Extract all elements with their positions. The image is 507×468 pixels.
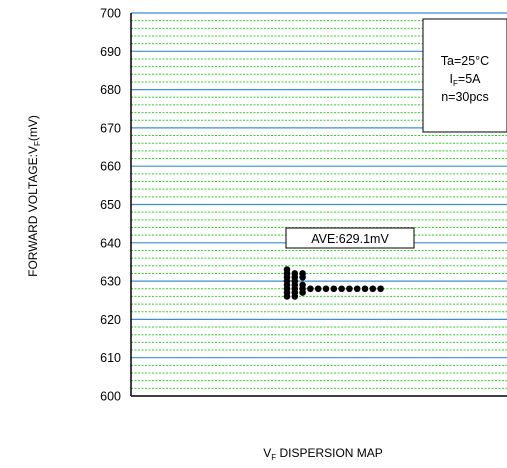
average-box: AVE:629.1mV xyxy=(285,227,415,249)
conditions-box: Ta=25°C IF=5A n=30pcs xyxy=(422,18,507,133)
x-axis-label-rest: DISPERSION MAP xyxy=(276,446,383,460)
y-tick-label: 680 xyxy=(100,83,121,97)
condition-current: IF=5A xyxy=(450,72,482,88)
data-point xyxy=(346,285,353,293)
y-tick-label: 660 xyxy=(100,160,121,174)
y-tick-label: 650 xyxy=(100,198,121,212)
data-point xyxy=(291,270,299,277)
y-tick-label: 600 xyxy=(100,390,121,404)
data-point xyxy=(314,285,322,293)
y-axis-label-unit: (mV) xyxy=(26,115,40,141)
y-tick-label: 620 xyxy=(100,313,121,327)
condition-current-symbol: I xyxy=(450,72,453,86)
y-axis-label-main: FORWARD VOLTAGE:V xyxy=(26,146,40,277)
data-point xyxy=(283,266,291,273)
y-axis-label: FORWARD VOLTAGE:VF(mV) xyxy=(26,115,42,277)
data-point xyxy=(330,285,338,293)
data-point xyxy=(361,285,369,293)
y-tick-label: 700 xyxy=(100,7,121,21)
data-point xyxy=(338,285,345,293)
y-tick-label: 630 xyxy=(100,275,121,289)
data-point xyxy=(353,285,361,293)
x-axis-label-subscript: F xyxy=(271,453,276,462)
data-point xyxy=(377,285,384,293)
y-tick-label: 610 xyxy=(100,351,121,365)
condition-sample-count: n=30pcs xyxy=(441,90,489,104)
y-axis-label-subscript: F xyxy=(33,141,42,146)
data-point xyxy=(322,285,330,293)
data-point xyxy=(307,285,314,293)
average-box-frame xyxy=(285,227,415,249)
y-tick-label: 690 xyxy=(100,45,121,59)
data-point xyxy=(299,281,306,289)
conditions-box-frame xyxy=(422,18,507,133)
data-point xyxy=(299,270,306,277)
y-tick-labels: 600 610 620 630 640 650 660 670 680 690 700 xyxy=(100,7,121,404)
x-axis-label: VF DISPERSION MAP xyxy=(263,446,383,462)
condition-current-value: =5A xyxy=(458,72,481,86)
x-axis-label-main: V xyxy=(263,446,271,460)
condition-temperature: Ta=25°C xyxy=(441,54,489,68)
data-points xyxy=(283,266,384,300)
y-tick-label: 670 xyxy=(100,121,121,135)
average-label: AVE:629.1mV xyxy=(311,232,389,246)
condition-current-subscript: F xyxy=(453,79,458,88)
data-point xyxy=(369,285,377,293)
y-tick-label: 640 xyxy=(100,236,121,250)
